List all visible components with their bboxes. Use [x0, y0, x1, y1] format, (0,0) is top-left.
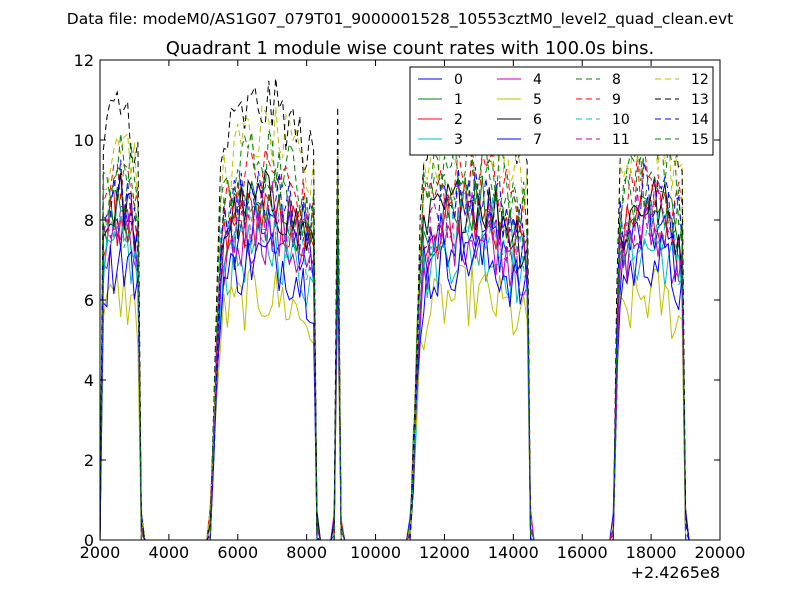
legend-label-12: 12	[691, 72, 709, 88]
legend-label-1: 1	[454, 92, 463, 108]
legend-label-8: 8	[612, 72, 621, 88]
legend-label-0: 0	[454, 72, 463, 88]
legend-label-9: 9	[612, 92, 621, 108]
legend-label-14: 14	[691, 112, 709, 128]
x-tick-label: 14000	[488, 543, 539, 562]
legend-label-7: 7	[533, 132, 542, 148]
legend-label-5: 5	[533, 92, 542, 108]
y-tick-label: 0	[84, 531, 94, 550]
figure-suptitle: Data file: modeM0/AS1G07_079T01_90000015…	[67, 10, 733, 29]
x-tick-label: 20000	[695, 543, 746, 562]
legend-label-15: 15	[691, 132, 709, 148]
legend-label-11: 11	[612, 132, 630, 148]
x-tick-label: 2000	[80, 543, 121, 562]
x-tick-label: 12000	[419, 543, 470, 562]
x-tick-label: 8000	[286, 543, 327, 562]
y-tick-label: 2	[84, 451, 94, 470]
legend-label-6: 6	[533, 112, 542, 128]
x-tick-label: 10000	[350, 543, 401, 562]
chart-title: Quadrant 1 module wise count rates with …	[166, 38, 655, 59]
legend-label-13: 13	[691, 92, 709, 108]
legend-frame	[409, 66, 714, 156]
x-tick-label: 6000	[217, 543, 258, 562]
y-tick-label: 4	[84, 371, 94, 390]
x-axis: 2000 4000 6000 8000 10000 12000 14000 16000 1800…	[80, 60, 746, 562]
y-tick-label: 8	[84, 211, 94, 230]
x-axis-offset-label: +2.4265e8	[631, 563, 720, 582]
x-tick-label: 18000	[626, 543, 677, 562]
legend-label-2: 2	[454, 112, 463, 128]
x-tick-label: 4000	[149, 543, 190, 562]
y-tick-label: 6	[84, 291, 94, 310]
x-tick-label: 16000	[557, 543, 608, 562]
legend-label-4: 4	[533, 72, 542, 88]
legend-label-10: 10	[612, 112, 630, 128]
y-tick-label: 12	[74, 51, 94, 70]
legend-label-3: 3	[454, 132, 463, 148]
y-tick-label: 10	[74, 131, 94, 150]
